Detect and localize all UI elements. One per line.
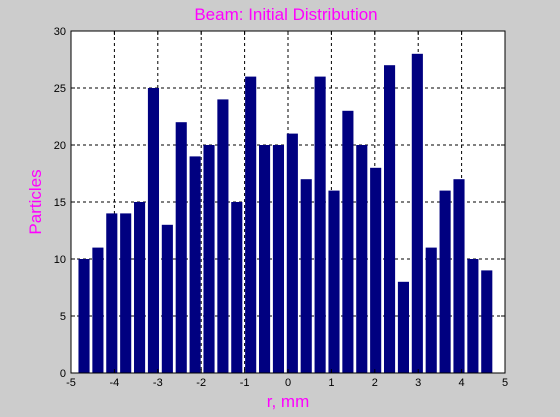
- y-axis-label: Particles: [26, 169, 45, 234]
- y-tick-label: 20: [54, 140, 66, 152]
- bar: [397, 281, 409, 373]
- y-tick-label: 30: [54, 26, 66, 38]
- bar: [92, 247, 104, 373]
- x-axis-ticks: -5 -4 -3 -2 -1 0 1 2 3 4 5: [66, 31, 508, 389]
- bar: [439, 190, 451, 373]
- x-tick-label: 4: [459, 377, 465, 389]
- bar: [411, 53, 423, 374]
- bar: [384, 65, 396, 373]
- bar: [189, 156, 201, 373]
- x-tick-label: 1: [328, 377, 334, 389]
- bar: [106, 213, 118, 373]
- bar: [425, 247, 437, 373]
- bar: [78, 259, 90, 373]
- x-tick-label: 3: [415, 377, 421, 389]
- x-tick-label: -4: [110, 377, 120, 389]
- bar: [300, 179, 312, 373]
- bar: [120, 213, 132, 373]
- bar: [314, 76, 326, 373]
- x-tick-label: -5: [66, 377, 76, 389]
- x-tick-label: 0: [285, 377, 291, 389]
- y-tick-label: 0: [60, 368, 66, 380]
- x-tick-label: -2: [196, 377, 206, 389]
- y-tick-label: 5: [60, 311, 66, 323]
- bar: [134, 202, 146, 373]
- x-tick-label: 5: [502, 377, 508, 389]
- y-axis-ticks: 0 5 10 15 20 25 30: [54, 26, 505, 380]
- bar: [342, 110, 354, 374]
- bar: [328, 190, 340, 373]
- bar: [161, 224, 173, 373]
- x-tick-label: -1: [240, 377, 250, 389]
- y-tick-label: 15: [54, 197, 66, 209]
- bar: [217, 99, 229, 374]
- bar: [286, 133, 298, 373]
- chart-title: Beam: Initial Distribution: [194, 5, 377, 24]
- y-tick-label: 25: [54, 83, 66, 95]
- bar: [245, 76, 257, 373]
- x-tick-label: 2: [372, 377, 378, 389]
- bar: [203, 145, 215, 373]
- y-tick-label: 10: [54, 254, 66, 266]
- bar: [259, 145, 271, 373]
- bar: [175, 122, 187, 373]
- bar: [356, 145, 368, 373]
- bar: [231, 202, 243, 373]
- bar: [481, 270, 493, 373]
- bar: [272, 145, 285, 373]
- bar: [453, 179, 465, 373]
- bar: [370, 167, 382, 373]
- bar: [147, 88, 160, 373]
- bar: [467, 259, 479, 373]
- bars: [78, 53, 493, 374]
- x-tick-label: -3: [153, 377, 163, 389]
- x-axis-label: r, mm: [267, 392, 310, 411]
